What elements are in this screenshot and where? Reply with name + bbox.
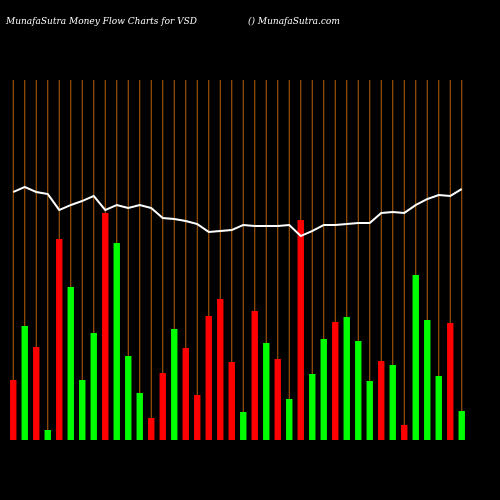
bar	[136, 393, 143, 440]
chart-subtitle: () MunafaSutra.com	[248, 16, 340, 27]
bar	[424, 320, 431, 440]
bar	[263, 343, 270, 440]
bar	[412, 275, 419, 440]
bar	[343, 317, 350, 440]
bar	[113, 243, 120, 440]
bar	[447, 323, 454, 440]
bar	[240, 412, 247, 440]
bar	[332, 322, 339, 440]
bar	[320, 339, 327, 440]
bar	[67, 287, 74, 440]
bar	[56, 239, 63, 440]
bar	[44, 430, 51, 440]
bar	[435, 376, 442, 440]
bar	[389, 365, 396, 440]
bar	[217, 299, 224, 440]
chart-title: MunafaSutra Money Flow Charts for VSD	[5, 17, 197, 27]
bar	[33, 347, 40, 440]
bar	[148, 418, 155, 440]
bar	[401, 425, 408, 440]
bar	[309, 374, 316, 440]
bar	[21, 326, 28, 440]
bar	[286, 399, 293, 440]
bar	[194, 395, 201, 440]
bar	[458, 411, 465, 440]
bar	[228, 362, 235, 440]
bar	[79, 380, 86, 440]
bar	[205, 316, 212, 440]
bar	[355, 341, 362, 440]
bar	[378, 361, 385, 440]
bar	[297, 220, 304, 440]
bar	[10, 380, 17, 440]
bar	[366, 381, 373, 440]
bar	[171, 329, 178, 440]
bar	[102, 213, 109, 440]
bar	[90, 333, 97, 440]
bar	[159, 373, 166, 440]
bar	[125, 356, 132, 440]
money-flow-line	[12, 185, 463, 238]
bar	[182, 348, 189, 440]
bar	[251, 311, 258, 440]
bar	[274, 359, 281, 440]
